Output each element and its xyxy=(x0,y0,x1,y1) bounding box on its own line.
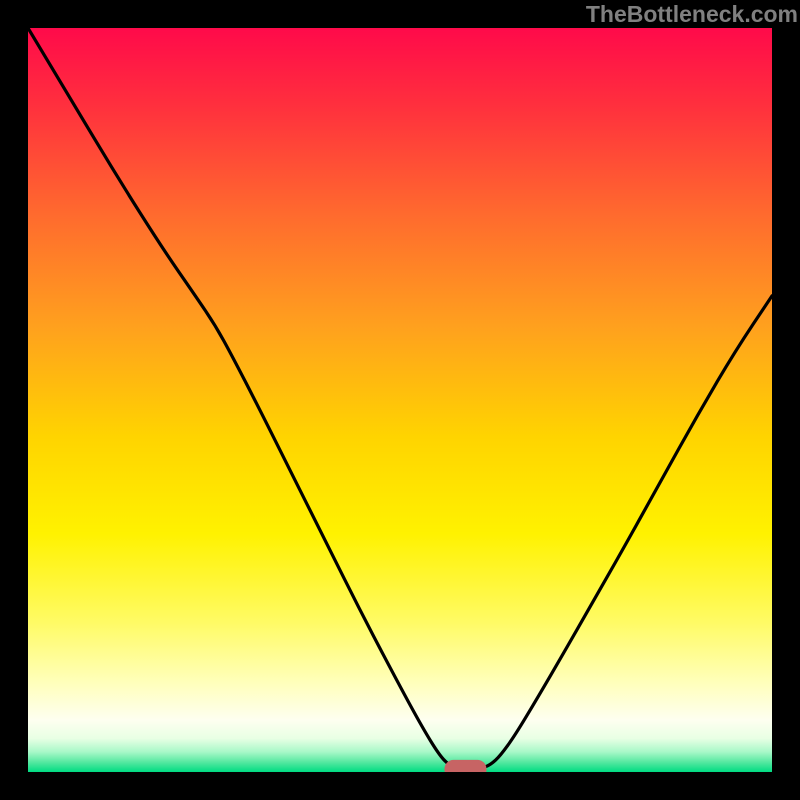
optimal-marker xyxy=(444,760,486,772)
bottleneck-curve xyxy=(28,28,772,770)
chart-container: TheBottleneck.com xyxy=(0,0,800,800)
plot-area xyxy=(28,28,772,772)
curve-layer xyxy=(28,28,772,772)
watermark-text: TheBottleneck.com xyxy=(586,1,798,28)
